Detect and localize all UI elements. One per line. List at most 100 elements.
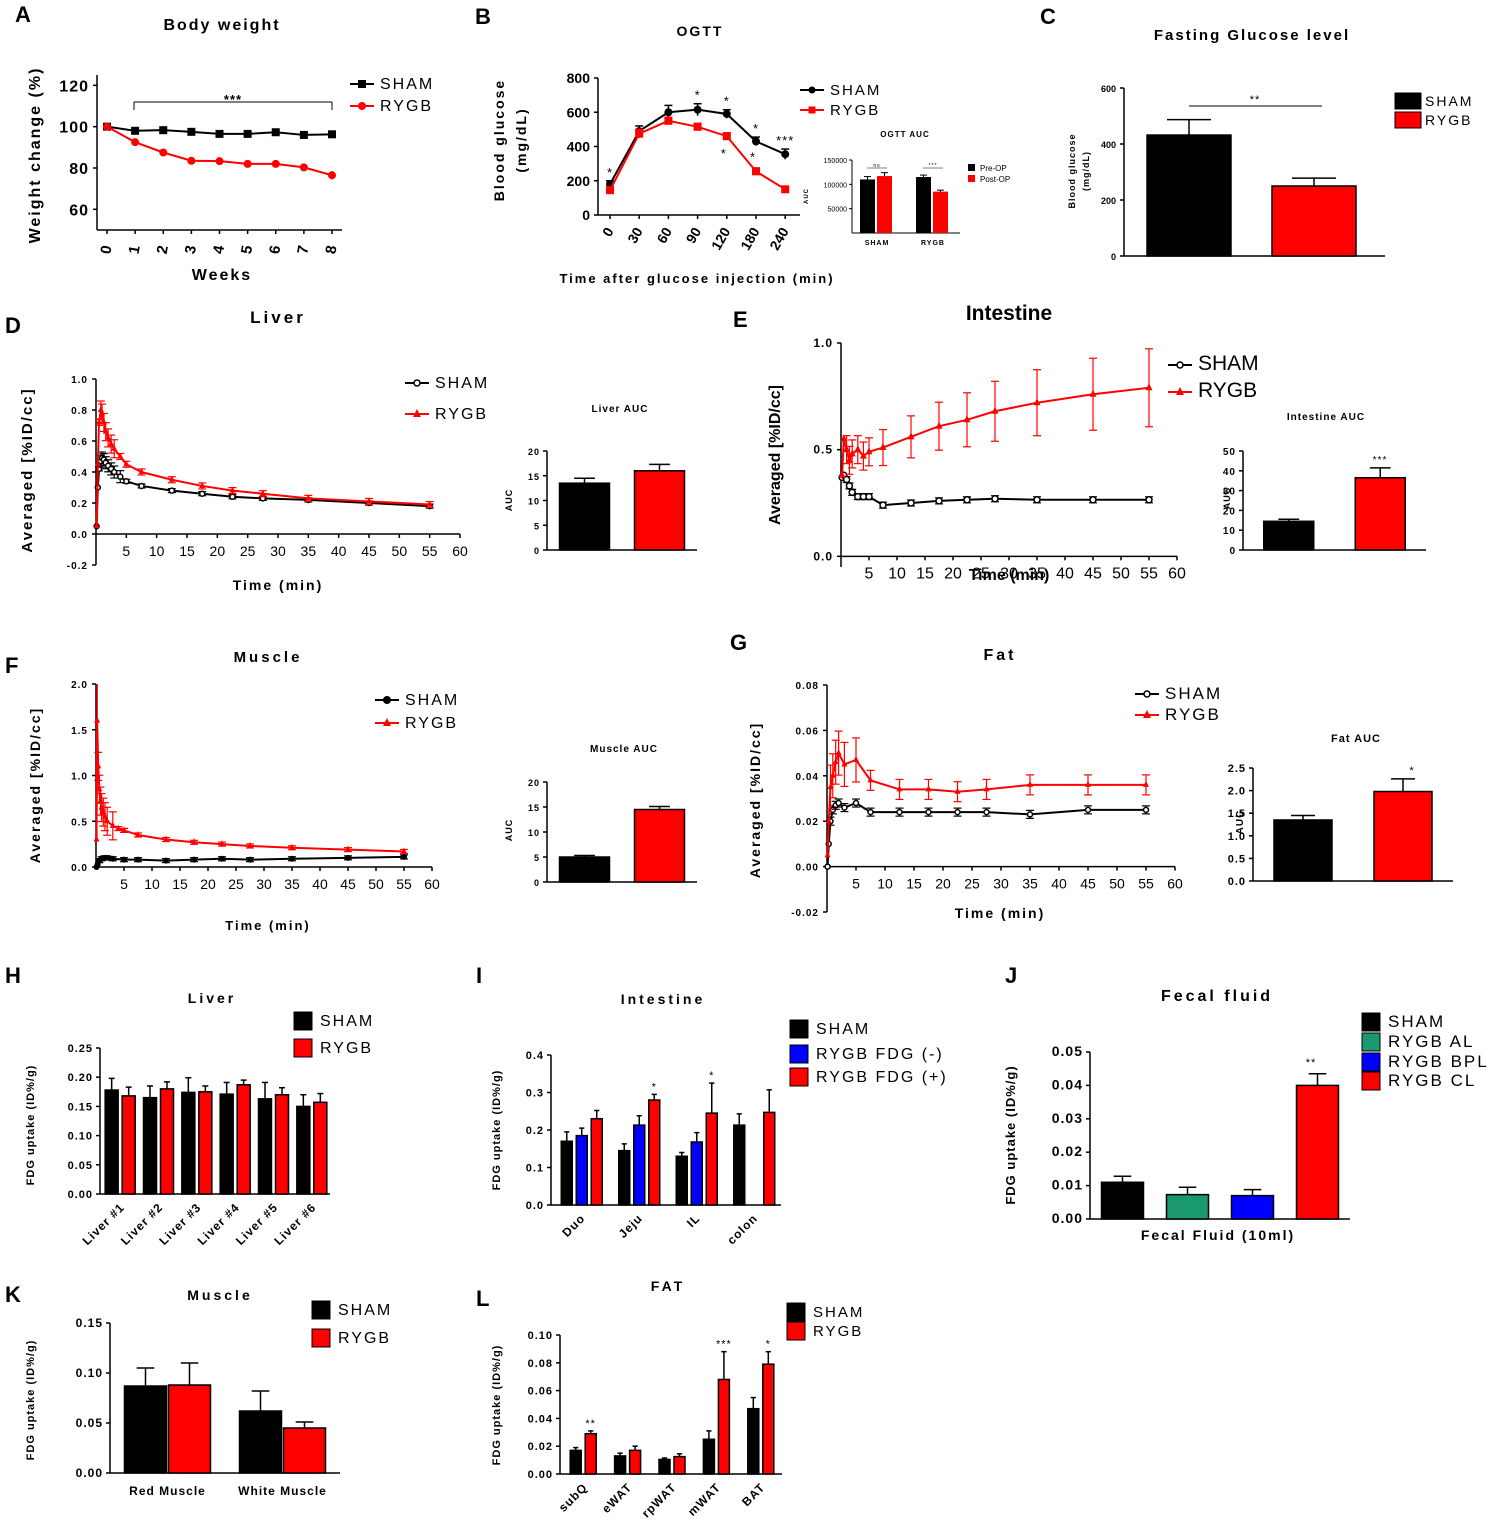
chart-title: Fecal fluid [1161,988,1273,1005]
x-tick-label: RYGB [921,240,945,247]
data-point [1142,806,1150,814]
bar [198,1091,213,1195]
panel-letter: I [476,963,483,988]
data-point [808,106,816,114]
data-point [935,497,943,505]
y-tick-label: 0.06 [528,1386,553,1398]
data-point [852,799,860,807]
data-point [247,841,253,848]
y-tick-label: 100000 [824,182,847,189]
panel-letter: A [15,2,32,27]
y-tick-label: 0.00 [68,1189,93,1201]
legend-label: RYGB [1198,379,1257,402]
bar [733,1124,746,1206]
data-point [840,434,848,442]
x-tick-label: 10 [877,876,893,892]
data-point [135,830,141,837]
data-point [289,843,295,850]
x-tick-label: 5 [122,543,130,559]
bar [1263,520,1315,551]
bar [633,1124,646,1206]
x-tick-label: 5 [238,243,256,255]
y-tick-label: 0.03 [1052,1110,1083,1126]
bar [167,1384,212,1474]
data-point [853,755,859,762]
data-point [1089,496,1097,504]
significance-star: *** [716,1339,732,1351]
y-axis-title: FDG uptake (ID%/g) [491,1345,503,1466]
bar [860,179,875,233]
chart-title: Muscle AUC [590,744,658,755]
x-tick-label: 35 [1028,565,1046,582]
x-tick-label: subQ [556,1480,590,1514]
panel-E_auc: 0 10 20 30 40 50 Intestine AUC AUC *** [1222,412,1426,557]
data-point [845,455,853,463]
data-point [219,855,225,862]
x-tick-label: 5 [120,876,128,892]
y-tick-label: 0.6 [71,437,88,448]
bar [933,191,948,233]
x-tick-label: 120 [708,224,734,252]
data-point [168,487,176,494]
legend-label: SHAM [380,76,434,93]
y-tick-label: 0.10 [528,1330,553,1342]
x-tick-label: 45 [361,543,377,559]
y-tick-label: 0.2 [71,499,88,510]
x-tick-label: 40 [1051,876,1067,892]
y-tick-label: 0 [582,207,590,223]
legend-swatch [293,1038,313,1058]
legend-label: SHAM [1165,684,1222,703]
bar [628,1449,642,1475]
bar [747,1407,760,1475]
y-tick-label: -0.02 [791,908,819,919]
data-point [305,494,312,501]
legend-label: RYGB [813,1323,863,1340]
y-tick-label: 0.3 [526,1088,544,1100]
y-tick-label: 0.0 [526,1200,544,1212]
data-point [983,785,990,792]
data-point [271,159,280,168]
y-tick-label: 2.0 [71,680,88,691]
panel-letter: J [1005,963,1018,988]
x-tick-label: 60 [424,876,440,892]
data-point [835,799,842,807]
data-point [401,847,407,854]
x-tick-label: 20 [200,876,216,892]
data-point [187,127,196,136]
data-point [345,845,351,852]
data-point [187,156,196,165]
x-tick-label: 55 [1140,565,1158,582]
data-point [383,696,391,704]
data-point [781,150,790,159]
y-tick-label: 0.15 [76,1316,103,1330]
panel-D: -0.2 0.0 0.2 0.4 0.6 0.8 1.0 5 10 15 20 25 30 35 40 45 5… [5,308,487,593]
y-tick-label: 0.08 [796,681,819,692]
chart-title: Body weight [163,17,280,34]
data-point [835,749,842,756]
data-point [102,427,109,434]
x-tick-label: 15 [179,543,195,559]
x-tick-label: 25 [964,876,980,892]
x-tick-label: mWAT [685,1480,724,1519]
y-tick-label: 50000 [828,207,848,214]
data-point [825,817,832,824]
y-tick-label: 0.04 [528,1413,553,1425]
legend-label: RYGB [1165,705,1221,724]
y-tick-label: 0.2 [526,1125,544,1137]
bar [236,1084,251,1195]
data-point [103,122,111,131]
chart-title: OGTT [677,23,724,39]
bar [1373,790,1433,882]
x-axis-title: Time (min) [955,905,1046,921]
x-axis-title: Time after glucose injection (min) [559,271,834,286]
panel-K: 0.00 0.05 0.10 0.15 Red Muscle White Muscle K M… [5,1282,390,1498]
data-point [843,445,851,453]
legend-label: Pre-OP [980,164,1007,173]
data-point [963,415,971,423]
bar [569,1449,582,1475]
x-tick-label: 25 [228,876,244,892]
x-tick-label: 20 [944,565,962,582]
data-point [1033,398,1041,406]
x-tick-label: 15 [906,876,922,892]
data-point [1089,389,1097,397]
